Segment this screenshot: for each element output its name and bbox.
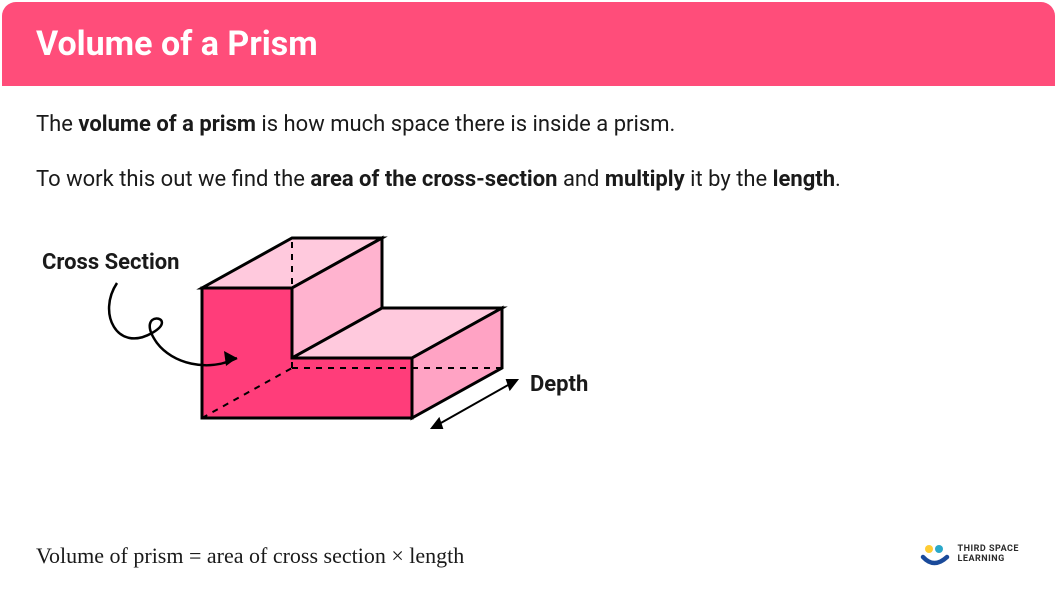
logo-text: THIRD SPACE LEARNING: [958, 545, 1019, 565]
card-header: Volume of a Prism: [2, 2, 1055, 86]
card-title: Volume of a Prism: [36, 24, 318, 64]
prism-diagram: Cross Section Depth: [42, 218, 1021, 458]
text: it by the: [685, 167, 773, 192]
text: To work this out we find the: [36, 167, 310, 192]
bold-text: length: [773, 167, 835, 192]
bold-text: volume of a prism: [78, 112, 256, 137]
text: is how much space there is inside a pris…: [256, 112, 675, 137]
info-card: Volume of a Prism The volume of a prism …: [2, 2, 1055, 597]
prism-svg: [42, 218, 642, 458]
paragraph-1: The volume of a prism is how much space …: [36, 108, 1021, 141]
text: and: [557, 167, 604, 192]
card-body: The volume of a prism is how much space …: [2, 86, 1055, 458]
paragraph-2: To work this out we find the area of the…: [36, 163, 1021, 196]
bold-text: area of the cross-section: [310, 167, 557, 192]
text: .: [835, 167, 841, 192]
logo-line2: LEARNING: [958, 555, 1019, 565]
bold-text: multiply: [605, 167, 685, 192]
text: The: [36, 112, 78, 137]
brand-logo: THIRD SPACE LEARNING: [920, 543, 1019, 567]
logo-icon: [920, 543, 950, 567]
formula: Volume of prism = area of cross section …: [36, 543, 464, 569]
